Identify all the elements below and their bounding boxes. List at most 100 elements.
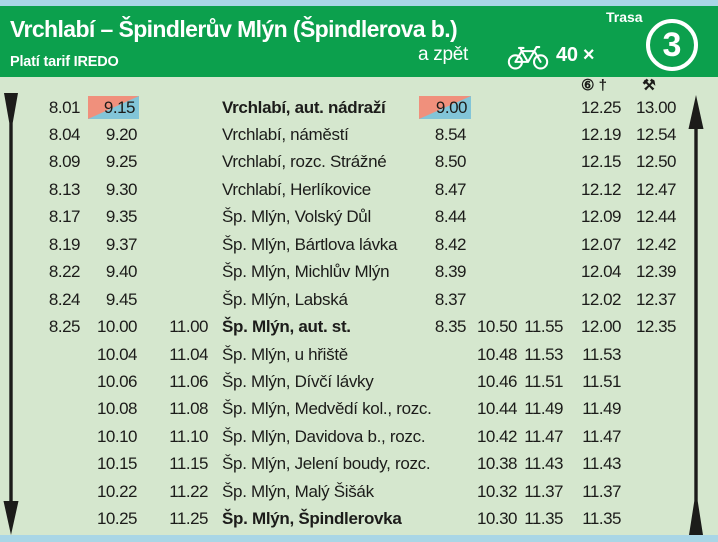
timetable-row: 8.17 9.35 Šp. Mlýn, Volský Důl 8.44 12.09 12.… xyxy=(0,203,718,230)
direction-down-arrow xyxy=(3,93,19,535)
time-cell: 11.53 xyxy=(524,344,563,364)
time-cell: 10.42 xyxy=(476,426,518,446)
station-name: Šp. Mlýn, Volský Důl xyxy=(222,207,371,227)
workdays-symbol: ⚒ xyxy=(642,77,656,94)
timetable-row: 10.10 11.10 Šp. Mlýn, Davidova b., rozc. 10… xyxy=(0,423,718,450)
time-cell: 8.50 xyxy=(434,152,467,172)
time-cell: 10.10 xyxy=(96,426,138,446)
station-name: Šp. Mlýn, Malý Šišák xyxy=(222,481,374,501)
time-cell: 11.55 xyxy=(524,317,563,337)
timetable-row: 8.09 9.25 Vrchlabí, rozc. Strážné 8.50 12.15… xyxy=(0,148,718,175)
route-title: Vrchlabí – Špindlerův Mlýn (Špindlerova … xyxy=(10,16,458,42)
timetable-row: 10.06 11.06 Šp. Mlýn, Dívčí lávky 10.46 11.5… xyxy=(0,368,718,395)
time-cell: 8.24 xyxy=(48,289,81,309)
time-cell: 8.04 xyxy=(48,124,81,144)
timetable-row: 8.25 10.00 11.00 Šp. Mlýn, aut. st. 8.35 10.5… xyxy=(0,313,718,340)
time-cell: 8.44 xyxy=(434,207,467,227)
timetable-row: 8.22 9.40 Šp. Mlýn, Michlův Mlýn 8.39 12.04 1… xyxy=(0,258,718,285)
day-symbols-row: ⑥ † ⚒ xyxy=(0,76,718,96)
time-cell: 10.32 xyxy=(476,481,518,501)
time-cell: 12.12 xyxy=(580,179,622,199)
time-cell: 10.15 xyxy=(96,454,138,474)
time-cell: 12.54 xyxy=(635,124,677,144)
time-cell: 10.50 xyxy=(476,317,518,337)
time-cell: 10.22 xyxy=(96,481,138,501)
time-cell: 11.25 xyxy=(169,509,208,529)
time-cell: 11.00 xyxy=(169,317,208,337)
return-label: a zpět xyxy=(418,44,468,65)
time-cell: 8.01 xyxy=(48,97,81,117)
time-cell: 8.47 xyxy=(434,179,467,199)
time-cell: 11.37 xyxy=(582,481,621,501)
time-cell: 11.47 xyxy=(524,426,563,446)
station-name: Šp. Mlýn, aut. st. xyxy=(222,317,351,337)
time-cell: 12.09 xyxy=(580,207,622,227)
time-cell: 11.37 xyxy=(524,481,563,501)
time-cell: 9.40 xyxy=(105,262,138,282)
timetable-row: 10.22 11.22 Šp. Mlýn, Malý Šišák 10.32 11.37… xyxy=(0,478,718,505)
timetable-row: 10.15 11.15 Šp. Mlýn, Jelení boudy, rozc. 1… xyxy=(0,450,718,477)
time-cell: 10.38 xyxy=(476,454,518,474)
station-name: Vrchlabí, rozc. Strážné xyxy=(222,152,387,172)
station-name: Šp. Mlýn, Jelení boudy, rozc. xyxy=(222,454,431,474)
time-cell: 12.07 xyxy=(580,234,622,254)
route-word-label: Trasa xyxy=(606,9,643,25)
time-cell: 9.00 xyxy=(419,95,471,119)
station-name: Šp. Mlýn, u hřiště xyxy=(222,344,348,364)
time-cell: 10.44 xyxy=(476,399,518,419)
time-cell: 10.06 xyxy=(96,372,138,391)
timetable-row: 8.04 9.20 Vrchlabí, náměstí 8.54 12.19 12.54 xyxy=(0,121,718,148)
time-cell: 8.19 xyxy=(48,234,81,254)
timetable-row: 8.13 9.30 Vrchlabí, Herlíkovice 8.47 12.12 12… xyxy=(0,176,718,203)
time-cell: 9.15 xyxy=(88,95,139,119)
time-cell: 10.08 xyxy=(96,399,138,419)
time-cell: 9.37 xyxy=(105,234,138,254)
time-cell: 11.43 xyxy=(582,454,621,474)
time-cell: 8.22 xyxy=(48,262,81,282)
time-cell: 12.47 xyxy=(635,179,677,199)
bottom-edge-strip xyxy=(0,535,718,542)
time-cell: 8.37 xyxy=(434,289,467,309)
time-cell: 11.51 xyxy=(524,372,563,391)
station-name: Vrchlabí, Herlíkovice xyxy=(222,179,371,199)
time-cell: 9.30 xyxy=(105,179,138,199)
bicycle-icon xyxy=(507,46,549,70)
top-edge-strip xyxy=(0,0,718,6)
time-cell: 9.45 xyxy=(105,289,138,309)
time-cell: 10.00 xyxy=(96,317,138,337)
station-name: Šp. Mlýn, Davidova b., rozc. xyxy=(222,426,426,446)
time-cell: 12.02 xyxy=(580,289,622,309)
route-number: 3 xyxy=(662,26,682,64)
tariff-note: Platí tarif IREDO xyxy=(10,54,119,70)
timetable-row: 8.19 9.37 Šp. Mlýn, Bártlova lávka 8.42 12.0… xyxy=(0,231,718,258)
station-name: Šp. Mlýn, Labská xyxy=(222,289,348,309)
time-cell: 8.35 xyxy=(434,317,467,337)
time-cell: 11.49 xyxy=(582,399,621,419)
time-cell: 9.35 xyxy=(105,207,138,227)
time-cell: 11.15 xyxy=(169,454,208,474)
time-cell: 12.39 xyxy=(635,262,677,282)
time-cell: 11.10 xyxy=(169,426,208,446)
station-name: Šp. Mlýn, Bártlova lávka xyxy=(222,234,398,254)
time-cell: 11.08 xyxy=(169,399,208,419)
station-name: Šp. Mlýn, Špindlerovka xyxy=(222,509,402,529)
time-cell: 10.30 xyxy=(476,509,518,529)
time-cell: 11.53 xyxy=(582,344,621,364)
time-cell: 12.04 xyxy=(580,262,622,282)
timetable-row: 8.24 9.45 Šp. Mlýn, Labská 8.37 12.02 12.37 xyxy=(0,286,718,313)
station-name: Šp. Mlýn, Medvědí kol., rozc. xyxy=(222,399,432,419)
timetable-row: 10.08 11.08 Šp. Mlýn, Medvědí kol., rozc. 1… xyxy=(0,395,718,422)
time-cell: 13.00 xyxy=(635,97,677,117)
time-cell: 11.43 xyxy=(524,454,563,474)
time-cell: 8.25 xyxy=(48,317,81,337)
station-name: Šp. Mlýn, Dívčí lávky xyxy=(222,372,374,391)
time-cell: 10.46 xyxy=(476,372,518,391)
route-number-badge: 3 xyxy=(646,19,698,71)
time-cell: 12.25 xyxy=(580,97,622,117)
time-cell: 11.04 xyxy=(169,344,208,364)
time-cell: 12.19 xyxy=(580,124,622,144)
time-cell: 12.42 xyxy=(635,234,677,254)
timetable-row: 10.25 11.25 Šp. Mlýn, Špindlerovka 10.30 11.… xyxy=(0,505,718,532)
time-cell: 11.06 xyxy=(169,372,208,391)
